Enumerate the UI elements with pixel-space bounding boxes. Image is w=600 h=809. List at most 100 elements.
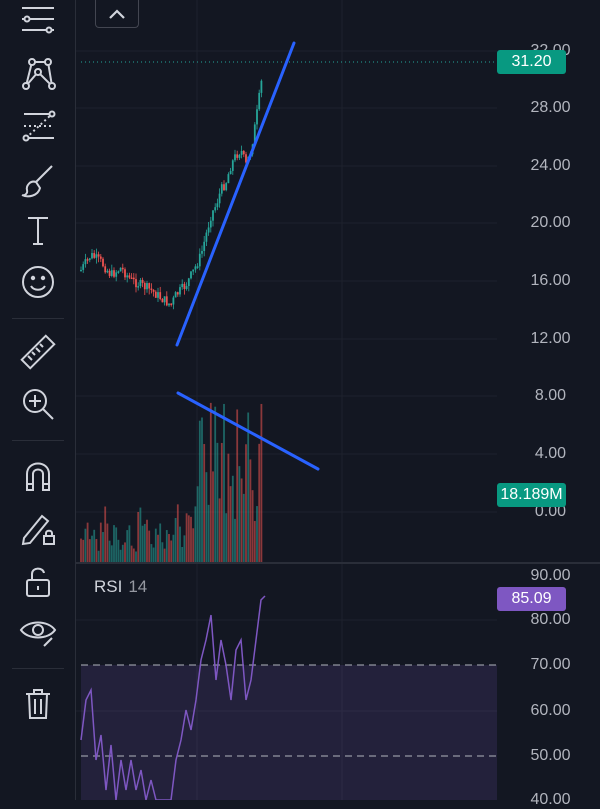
volume-bar (119, 549, 122, 562)
zoom-in-button[interactable] (13, 382, 63, 426)
candle-body (170, 303, 173, 306)
candle-body (258, 92, 261, 110)
volume-bar (223, 403, 225, 562)
volume-bar (240, 478, 243, 562)
candle-body (126, 275, 129, 278)
ruler-button[interactable] (13, 330, 63, 374)
volume-bar (126, 530, 129, 562)
candle-body (130, 277, 133, 280)
candle-body (260, 80, 263, 93)
volume-bar (104, 506, 107, 562)
volume-bar (227, 453, 230, 562)
candle-body (137, 286, 140, 288)
volume-bar (139, 507, 142, 562)
volume-bar (220, 442, 223, 562)
candle-body (172, 297, 175, 305)
candle-body (124, 269, 126, 278)
rsi-legend[interactable]: RSI 14 (94, 577, 147, 597)
candle-body (231, 160, 234, 171)
volume-bar (128, 525, 131, 562)
volume-bar (113, 525, 115, 562)
rsi-axis-label: 80.00 (530, 611, 571, 628)
eye-icon (19, 621, 57, 647)
volume-bar (108, 540, 111, 562)
volume-bar (154, 528, 157, 562)
candle-body (159, 292, 162, 299)
volume-bar (82, 539, 85, 562)
candle-body (106, 270, 109, 273)
emoji-button[interactable] (13, 260, 63, 304)
volume-bar (130, 545, 133, 562)
unlock-button[interactable] (13, 560, 63, 604)
candlesticks (80, 79, 263, 310)
lock-drawings-button[interactable] (13, 506, 63, 550)
hide-drawings-button[interactable] (13, 608, 63, 652)
candle-body (192, 269, 195, 272)
candle-body (135, 279, 137, 288)
volume-bar (185, 513, 188, 562)
volume-bar (157, 534, 159, 562)
drawn-trend-line[interactable] (175, 41, 296, 347)
fib-tools-icon (22, 110, 56, 142)
candle-body (150, 288, 153, 291)
candle-body (227, 174, 230, 184)
volume-bar (181, 546, 184, 562)
chart-area[interactable]: 32.00 28.00 24.00 20.00 16.00 12.00 8.00… (76, 0, 600, 808)
candle-body (168, 303, 170, 306)
price-axis-label: 8.00 (534, 387, 567, 404)
candle-body (234, 154, 236, 161)
pattern-tools-button[interactable] (13, 50, 63, 94)
brush-icon (21, 165, 53, 198)
price-axis-label: 12.00 (530, 330, 571, 347)
fib-tools-button[interactable] (13, 104, 63, 148)
volume-bar (187, 515, 190, 562)
candle-body (223, 184, 225, 191)
candle-body (102, 258, 104, 267)
candle-body (218, 193, 221, 204)
volume-bar (238, 466, 241, 562)
volume-bar (242, 493, 245, 562)
candle-body (154, 291, 157, 298)
candle-body (194, 266, 197, 270)
candle-body (163, 296, 166, 303)
volume-bar (91, 535, 93, 562)
volume-bar (183, 535, 186, 562)
volume-bar (102, 532, 104, 562)
text-tool-button[interactable] (13, 208, 63, 252)
remove-drawings-button[interactable] (13, 682, 63, 726)
toolbar-separator (12, 668, 64, 669)
emoji-icon (22, 266, 54, 298)
price-axis-label: 20.00 (530, 214, 571, 231)
volume-bar (121, 544, 124, 562)
volume-bar (231, 475, 234, 562)
candle-body (99, 256, 102, 259)
candle-body (161, 298, 164, 303)
trend-line-tools-button[interactable] (13, 0, 63, 44)
volume-bar (141, 525, 144, 562)
candle-body (84, 259, 87, 265)
candle-body (236, 154, 239, 158)
brush-button[interactable] (13, 158, 63, 202)
volume-bar (150, 544, 153, 562)
volume-bar (172, 534, 175, 562)
volume-bar (106, 523, 109, 562)
volume-bars (80, 402, 263, 562)
candle-body (93, 253, 96, 258)
candle-body (214, 207, 217, 211)
candle-body (97, 254, 100, 257)
collapse-toolbar-button[interactable] (95, 0, 139, 28)
candle-body (240, 150, 243, 155)
volume-bar (205, 472, 208, 562)
volume-bar (132, 548, 135, 562)
volume-bar (190, 516, 192, 562)
price-chart[interactable] (76, 0, 600, 800)
candle-body (242, 150, 245, 155)
text-tool-icon (28, 217, 48, 245)
volume-bar (146, 519, 148, 562)
drawn-trend-line[interactable] (176, 391, 320, 471)
volume-bar (135, 551, 137, 562)
magnet-button[interactable] (13, 454, 63, 498)
volume-bar (163, 548, 166, 562)
volume-bar (251, 490, 254, 562)
volume-bar (196, 486, 199, 562)
